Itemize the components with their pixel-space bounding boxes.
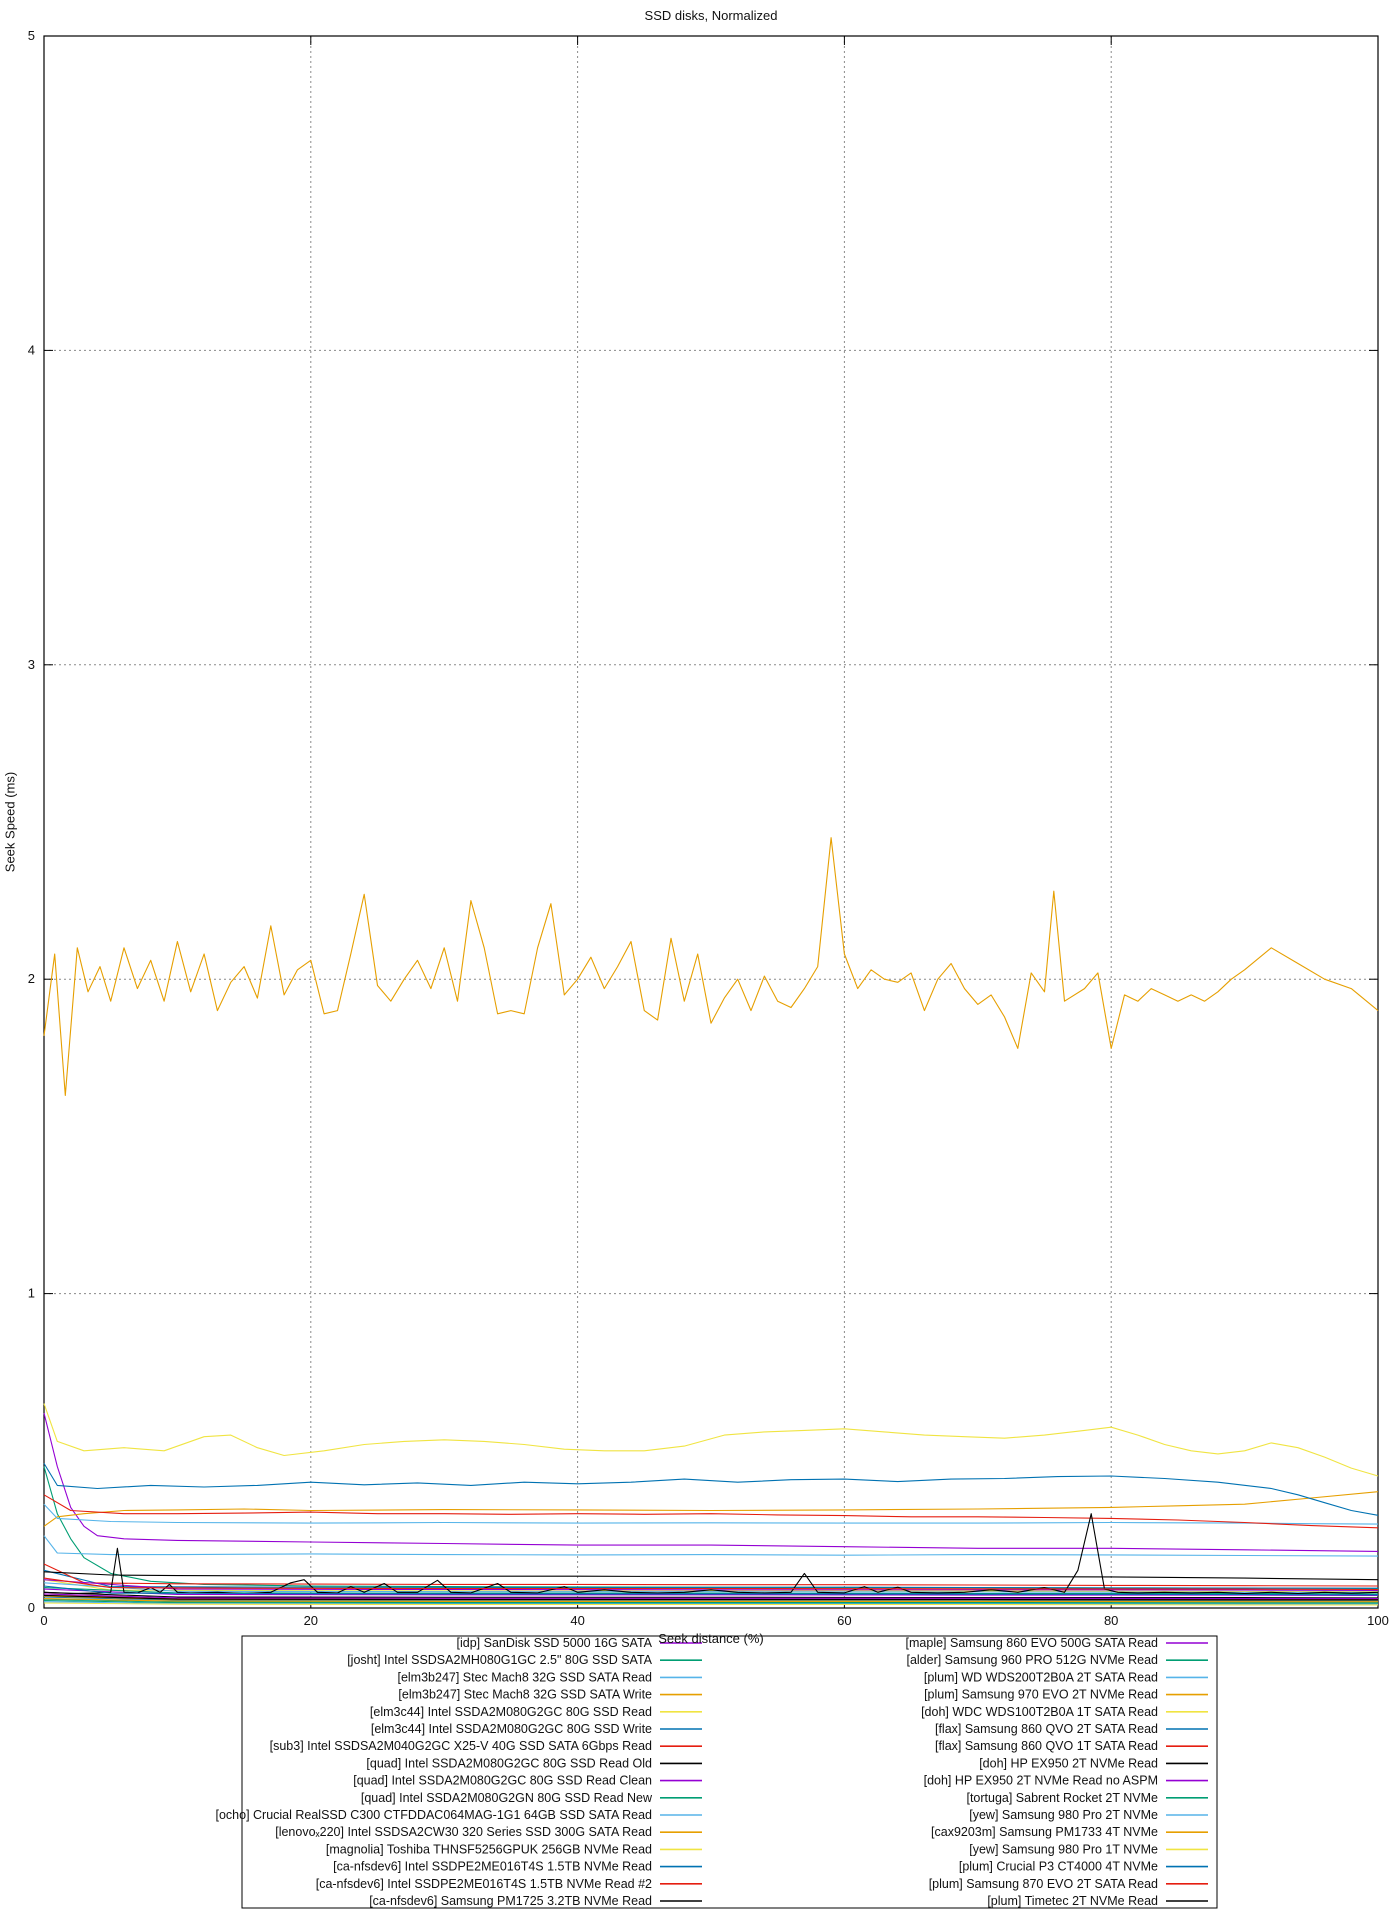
legend-entry-label: [plum] Crucial P3 CT4000 4T NVMe xyxy=(959,1860,1158,1874)
series-line-2 xyxy=(43,1535,1379,1557)
x-tick-label: 20 xyxy=(304,1613,318,1628)
legend-entry-label: [yew] Samsung 980 Pro 2T NVMe xyxy=(969,1808,1158,1822)
y-tick-label: 5 xyxy=(28,28,35,43)
series-line-21 xyxy=(43,1463,1379,1516)
x-axis-label: Seek distance (%) xyxy=(658,1631,764,1646)
legend-entry-label: [quad] Intel SSDA2M080G2GN 80G SSD Read … xyxy=(361,1791,653,1805)
chart-title: SSD disks, Normalized xyxy=(644,8,778,23)
legend-entry-label: [cax9203m] Samsung PM1733 4T NVMe xyxy=(931,1825,1158,1839)
series-line-28 xyxy=(43,1602,1378,1606)
legend-entry-label: [flax] Samsung 860 QVO 1T SATA Read xyxy=(935,1739,1158,1753)
legend-entry-label: [ca-nfsdev6] Samsung PM1725 3.2TB NVMe R… xyxy=(369,1894,652,1908)
series-line-13 xyxy=(43,1596,1378,1602)
series-line-6 xyxy=(43,1563,1379,1587)
legend-entry-label: [alder] Samsung 960 PRO 512G NVMe Read xyxy=(906,1653,1158,1667)
x-tick-label: 0 xyxy=(40,1613,47,1628)
series-line-24 xyxy=(43,1593,1378,1600)
legend-entry-label: [elm3c44] Intel SSDA2M080G2GC 80G SSD Wr… xyxy=(371,1722,652,1736)
series-line-8 xyxy=(43,1588,1379,1596)
y-tick-label: 4 xyxy=(28,342,35,357)
legend-entry-label: [elm3c44] Intel SSDA2M080G2GC 80G SSD Re… xyxy=(370,1705,652,1719)
series-line-23 xyxy=(43,1513,1379,1595)
plot-area-border xyxy=(43,35,1379,1609)
y-tick-label: 2 xyxy=(28,971,35,986)
series-line-15 xyxy=(43,1591,1379,1599)
x-tick-label: 40 xyxy=(570,1613,584,1628)
series-line-31 xyxy=(43,1594,1378,1601)
series-line-22 xyxy=(43,1494,1379,1529)
series-line-11 xyxy=(43,837,1379,1097)
legend-entry-label: [plum] Samsung 870 EVO 2T SATA Read xyxy=(929,1877,1158,1891)
legend-entry-label: [plum] Timetec 2T NVMe Read xyxy=(987,1894,1158,1908)
legend-entry-label: [elm3b247] Stec Mach8 32G SSD SATA Write xyxy=(398,1688,652,1702)
legend-entry-label: [doh] HP EX950 2T NVMe Read xyxy=(979,1756,1158,1770)
legend-entry-label: [yew] Samsung 980 Pro 1T NVMe xyxy=(969,1842,1158,1856)
legend-box xyxy=(241,1635,1218,1909)
legend-entry-label: [idp] SanDisk SSD 5000 16G SATA xyxy=(457,1636,653,1650)
series-line-20 xyxy=(43,1403,1379,1477)
legend-entry-label: [flax] Samsung 860 QVO 2T SATA Read xyxy=(935,1722,1158,1736)
legend-entry-label: [quad] Intel SSDA2M080G2GC 80G SSD Read … xyxy=(366,1756,652,1770)
legend-entry-label: [doh] WDC WDS100T2B0A 1T SATA Read xyxy=(921,1705,1158,1719)
legend-entry-label: [plum] Samsung 970 EVO 2T NVMe Read xyxy=(924,1688,1158,1702)
legend-entry-label: [maple] Samsung 860 EVO 500G SATA Read xyxy=(906,1636,1159,1650)
y-tick-label: 1 xyxy=(28,1286,35,1301)
legend-entry-label: [josht] Intel SSDSA2MH080G1GC 2.5" 80G S… xyxy=(347,1653,652,1667)
y-tick-label: 0 xyxy=(28,1600,35,1615)
legend-entry-label: [elm3b247] Stec Mach8 32G SSD SATA Read xyxy=(397,1670,652,1684)
series-line-26 xyxy=(43,1601,1378,1605)
y-tick-label: 3 xyxy=(28,657,35,672)
legend-entry-label: [ca-nfsdev6] Intel SSDPE2ME016T4S 1.5TB … xyxy=(333,1860,652,1874)
series-line-0 xyxy=(43,1412,1379,1552)
series-line-29 xyxy=(43,1585,1379,1596)
legend-entry-label: [ca-nfsdev6] Intel SSDPE2ME016T4S 1.5TB … xyxy=(316,1877,652,1891)
series-line-10 xyxy=(43,1582,1378,1593)
legend-entry-label: [plum] WD WDS200T2B0A 2T SATA Read xyxy=(924,1670,1158,1684)
series-line-1 xyxy=(43,1466,1379,1590)
legend-entry-label: [quad] Intel SSDA2M080G2GC 80G SSD Read … xyxy=(353,1774,652,1788)
series-line-30 xyxy=(43,1577,1379,1591)
legend-entry-label: [doh] HP EX950 2T NVMe Read no ASPM xyxy=(924,1774,1158,1788)
x-tick-label: 100 xyxy=(1367,1613,1389,1628)
series-line-25 xyxy=(43,1599,1378,1604)
series-line-17 xyxy=(43,1598,1378,1603)
series-line-18 xyxy=(43,1503,1379,1525)
legend-entry-label: [sub3] Intel SSDSA2M040G2GC X25-V 40G SS… xyxy=(270,1739,652,1753)
series-line-3 xyxy=(43,1491,1379,1527)
x-tick-label: 60 xyxy=(837,1613,851,1628)
legend-entry-label: [magnolia] Toshiba THNSF5256GPUK 256GB N… xyxy=(326,1842,652,1856)
y-axis-label: Seek Speed (ms) xyxy=(2,771,18,873)
legend-entry-label: [lenovoₓ220] Intel SSDSA2CW30 320 Series… xyxy=(275,1825,652,1839)
legend-entry-label: [tortuga] Sabrent Rocket 2T NVMe xyxy=(966,1791,1158,1805)
legend-entry-label: [ocho] Crucial RealSSD C300 CTFDDAC064MA… xyxy=(215,1808,652,1822)
x-tick-label: 80 xyxy=(1104,1613,1118,1628)
series-line-27 xyxy=(43,1598,1378,1603)
series-line-7 xyxy=(43,1571,1379,1581)
